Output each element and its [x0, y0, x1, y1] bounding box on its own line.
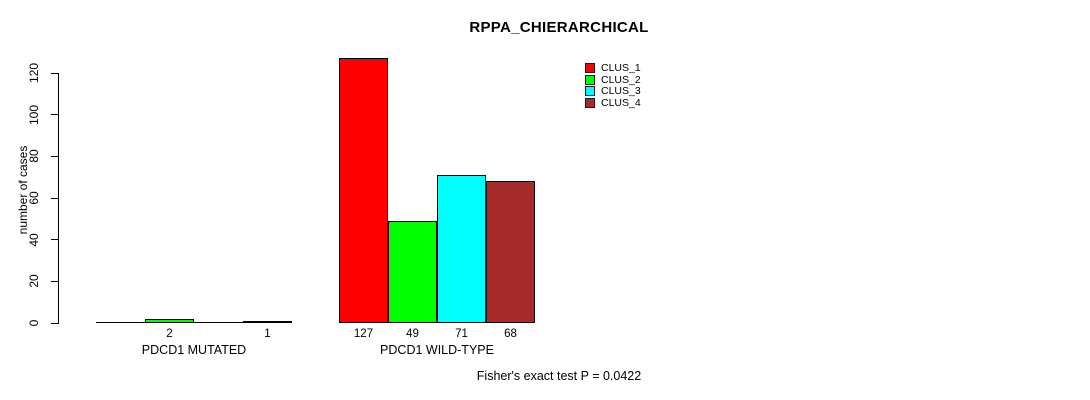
group-baseline [339, 322, 535, 323]
legend-item-CLUS_4: CLUS_4 [585, 96, 641, 109]
bar-CLUS_2 [388, 221, 437, 323]
y-axis-tick [51, 239, 59, 241]
bar-value-label: 49 [406, 328, 419, 340]
legend-label: CLUS_4 [601, 96, 641, 109]
bar-value-label: 2 [166, 328, 173, 340]
bar-value-label: 71 [455, 328, 468, 340]
legend-item-CLUS_2: CLUS_2 [585, 73, 641, 86]
bar-CLUS_3 [437, 175, 486, 323]
y-axis-tick-label: 40 [27, 232, 41, 247]
legend-swatch-CLUS_2 [585, 74, 595, 85]
y-axis-tick [51, 322, 59, 324]
bar-value-label: 68 [504, 328, 517, 340]
legend-item-CLUS_1: CLUS_1 [585, 63, 641, 73]
legend-label: CLUS_2 [601, 73, 641, 86]
x-axis-category-label: PDCD1 MUTATED [141, 343, 247, 357]
legend-swatch-CLUS_3 [585, 86, 595, 96]
x-axis-category-label: PDCD1 WILD-TYPE [380, 343, 494, 357]
y-axis-tick-label: 60 [27, 191, 41, 205]
legend-swatch-CLUS_1 [585, 63, 595, 73]
legend-label: CLUS_1 [601, 62, 641, 74]
y-axis-tick-label: 20 [27, 274, 41, 289]
bar-CLUS_1 [339, 58, 388, 323]
chart-title: RPPA_CHIERARCHICAL [469, 19, 649, 36]
y-axis-tick [51, 72, 59, 74]
y-axis-tick-label: 0 [27, 319, 41, 327]
legend-item-CLUS_3: CLUS_3 [585, 86, 641, 96]
y-axis-tick [51, 155, 59, 157]
group-baseline [96, 322, 292, 323]
bar-value-label: 127 [353, 328, 374, 340]
legend-label: CLUS_3 [601, 85, 641, 97]
y-axis-tick [51, 280, 59, 282]
y-axis-tick [51, 114, 59, 116]
y-axis-tick [51, 197, 59, 199]
legend: CLUS_1 CLUS_2 CLUS_3 CLUS_4 [585, 63, 641, 108]
bar-value-label: 1 [264, 328, 271, 340]
legend-swatch-CLUS_4 [585, 97, 595, 108]
y-axis-tick-label: 120 [27, 62, 41, 84]
bar-CLUS_4 [486, 181, 535, 323]
fisher-test-annotation: Fisher's exact test P = 0.0422 [476, 369, 642, 383]
y-axis-tick-label: 100 [27, 104, 41, 125]
y-axis-tick-label: 80 [27, 149, 41, 164]
